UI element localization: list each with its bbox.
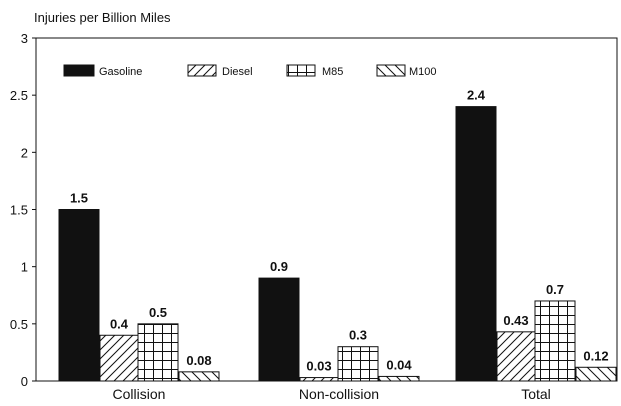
y-tick-label: 2 <box>21 145 28 160</box>
x-category-label: Non-collision <box>299 386 379 402</box>
bar-m85-non-collision <box>337 346 379 382</box>
bar-m100-total <box>575 366 617 382</box>
legend-label: Gasoline <box>99 66 142 78</box>
legend-swatch-diesel <box>187 64 217 77</box>
x-category-label: Collision <box>113 386 166 402</box>
data-label: 0.4 <box>110 316 129 331</box>
bar-gasoline-total <box>455 106 497 382</box>
y-tick-label: 2.5 <box>10 88 28 103</box>
bar-diesel-non-collision <box>299 377 339 382</box>
chart-title: Injuries per Billion Miles <box>34 10 171 25</box>
bar-gasoline-non-collision <box>258 277 300 382</box>
legend-label: M100 <box>409 66 437 78</box>
data-label: 0.9 <box>270 259 288 274</box>
data-label: 0.12 <box>583 348 608 363</box>
legend-swatch-m85 <box>286 64 316 77</box>
data-label: 0.03 <box>306 359 331 374</box>
y-tick-label: 1.5 <box>10 203 28 218</box>
bar-m100-collision <box>178 371 220 382</box>
y-tick-label: 0 <box>21 374 28 389</box>
data-label: 2.4 <box>467 88 486 103</box>
y-tick-label: 3 <box>21 31 28 46</box>
data-label: 1.5 <box>70 191 88 206</box>
y-axis: 0 0.5 1 1.5 2 2.5 3 <box>10 31 36 389</box>
x-category-label: Total <box>521 386 551 402</box>
data-label: 0.5 <box>149 305 167 320</box>
legend-swatch-gasoline <box>63 64 95 77</box>
legend-label: M85 <box>322 66 343 78</box>
legend-swatch-m100 <box>376 64 406 77</box>
data-label: 0.04 <box>386 357 412 372</box>
bar-diesel-total <box>496 331 536 382</box>
y-tick-label: 0.5 <box>10 317 28 332</box>
legend-label: Diesel <box>222 66 253 78</box>
data-label: 0.43 <box>503 313 528 328</box>
data-label: 0.7 <box>546 282 564 297</box>
bar-m85-collision <box>137 323 179 382</box>
bar-m100-non-collision <box>378 375 420 382</box>
bar-series-group: 1.5 0.4 0.5 0.08 0.9 0.03 0.3 0.04 2.4 0.43 0.7 0.1… <box>58 88 617 382</box>
bar-diesel-collision <box>99 334 139 382</box>
x-axis: Collision Non-collision Total <box>113 386 551 402</box>
data-label: 0.3 <box>349 328 367 343</box>
legend: Gasoline Diesel M85 M100 <box>63 64 437 78</box>
bar-m85-total <box>534 300 576 382</box>
bar-gasoline-collision <box>58 209 100 382</box>
data-label: 0.08 <box>186 353 211 368</box>
y-tick-label: 1 <box>21 260 28 275</box>
